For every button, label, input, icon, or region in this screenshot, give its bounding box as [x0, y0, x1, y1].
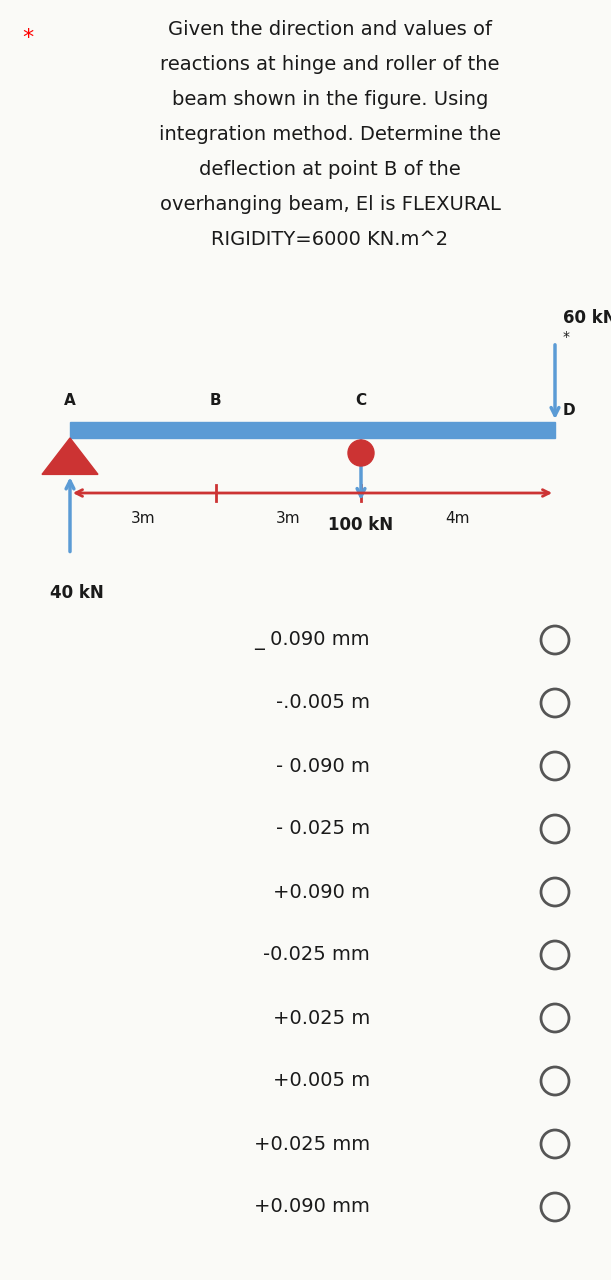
Text: +0.005 m: +0.005 m	[273, 1071, 370, 1091]
Text: -0.025 mm: -0.025 mm	[263, 946, 370, 965]
Text: - 0.025 m: - 0.025 m	[276, 819, 370, 838]
Text: +0.025 mm: +0.025 mm	[254, 1134, 370, 1153]
Circle shape	[348, 440, 374, 466]
Text: Given the direction and values of: Given the direction and values of	[168, 20, 492, 38]
Text: reactions at hinge and roller of the: reactions at hinge and roller of the	[160, 55, 500, 74]
Text: -.0.005 m: -.0.005 m	[276, 694, 370, 713]
Text: 3m: 3m	[276, 511, 301, 526]
Text: +0.025 m: +0.025 m	[273, 1009, 370, 1028]
Bar	[70, 422, 555, 438]
Text: 4m: 4m	[446, 511, 470, 526]
Text: integration method. Determine the: integration method. Determine the	[159, 125, 501, 143]
Text: 60 kN: 60 kN	[563, 308, 611, 326]
Polygon shape	[42, 438, 98, 475]
Text: beam shown in the figure. Using: beam shown in the figure. Using	[172, 90, 488, 109]
Text: 100 kN: 100 kN	[329, 516, 393, 534]
Text: *: *	[563, 330, 570, 344]
Text: D: D	[563, 403, 576, 419]
Text: B: B	[210, 393, 221, 408]
Text: C: C	[356, 393, 367, 408]
Text: *: *	[22, 28, 33, 47]
Text: A: A	[64, 393, 76, 408]
Text: deflection at point B of the: deflection at point B of the	[199, 160, 461, 179]
Text: +0.090 mm: +0.090 mm	[254, 1198, 370, 1216]
Text: RIGIDITY=6000 KN.m^2: RIGIDITY=6000 KN.m^2	[211, 230, 448, 250]
Text: 40 kN: 40 kN	[50, 585, 104, 603]
Text: overhanging beam, El is FLEXURAL: overhanging beam, El is FLEXURAL	[159, 195, 500, 214]
Text: - 0.090 m: - 0.090 m	[276, 756, 370, 776]
Text: 3m: 3m	[130, 511, 155, 526]
Text: _ 0.090 mm: _ 0.090 mm	[255, 631, 370, 649]
Text: +0.090 m: +0.090 m	[273, 882, 370, 901]
